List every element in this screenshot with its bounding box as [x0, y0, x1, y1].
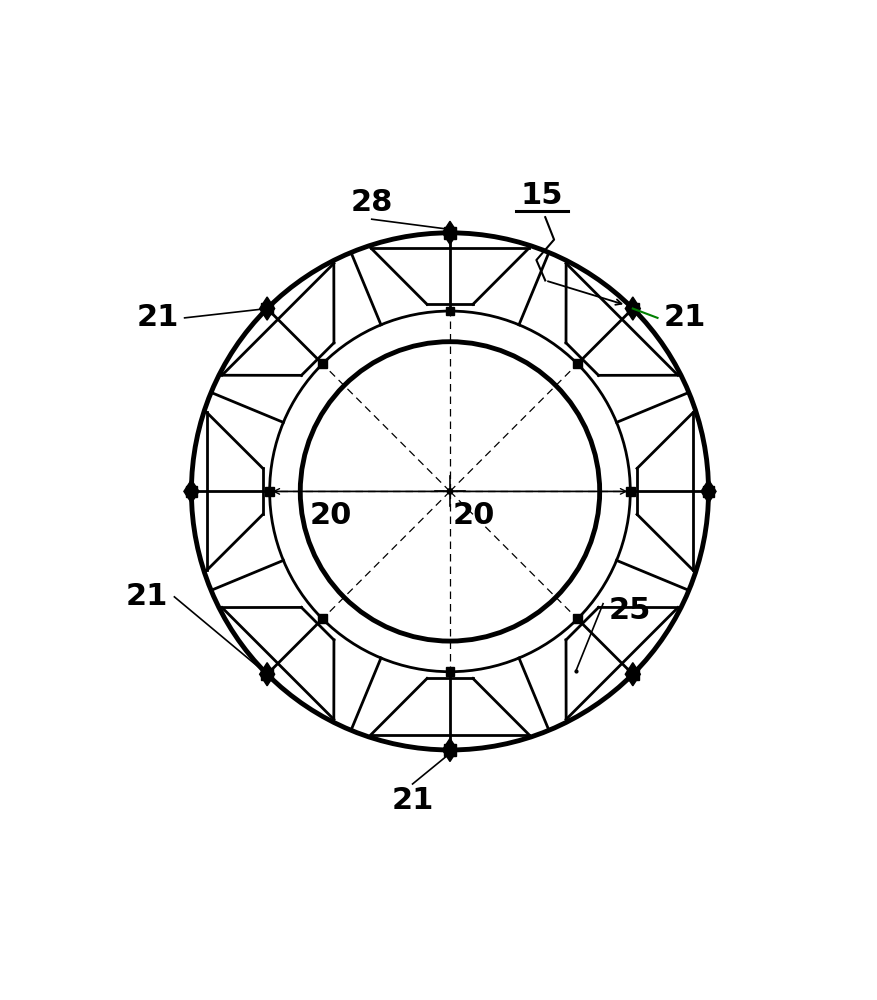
- Polygon shape: [183, 480, 199, 503]
- Circle shape: [446, 489, 453, 494]
- Bar: [317, 359, 326, 368]
- Bar: [625, 487, 634, 496]
- Bar: [261, 303, 273, 314]
- Bar: [626, 303, 638, 314]
- Bar: [702, 486, 714, 497]
- Text: 21: 21: [391, 786, 433, 815]
- Polygon shape: [442, 221, 457, 244]
- Text: 20: 20: [310, 501, 352, 530]
- Bar: [317, 614, 326, 623]
- Polygon shape: [624, 663, 639, 686]
- Text: 21: 21: [663, 303, 705, 332]
- Text: 21: 21: [125, 582, 168, 611]
- Bar: [445, 667, 454, 676]
- Bar: [573, 359, 581, 368]
- Polygon shape: [624, 297, 639, 320]
- Bar: [444, 744, 455, 756]
- Text: 25: 25: [609, 596, 651, 625]
- Bar: [444, 227, 455, 239]
- Bar: [185, 486, 197, 497]
- Text: 21: 21: [136, 303, 178, 332]
- Bar: [573, 614, 581, 623]
- Polygon shape: [442, 738, 457, 762]
- Text: 15: 15: [520, 181, 562, 210]
- Bar: [261, 668, 273, 680]
- Bar: [265, 487, 274, 496]
- Bar: [445, 307, 454, 315]
- Polygon shape: [260, 297, 275, 320]
- Polygon shape: [260, 663, 275, 686]
- Text: 20: 20: [452, 501, 495, 530]
- Bar: [626, 668, 638, 680]
- Text: 28: 28: [350, 188, 393, 217]
- Polygon shape: [700, 480, 716, 503]
